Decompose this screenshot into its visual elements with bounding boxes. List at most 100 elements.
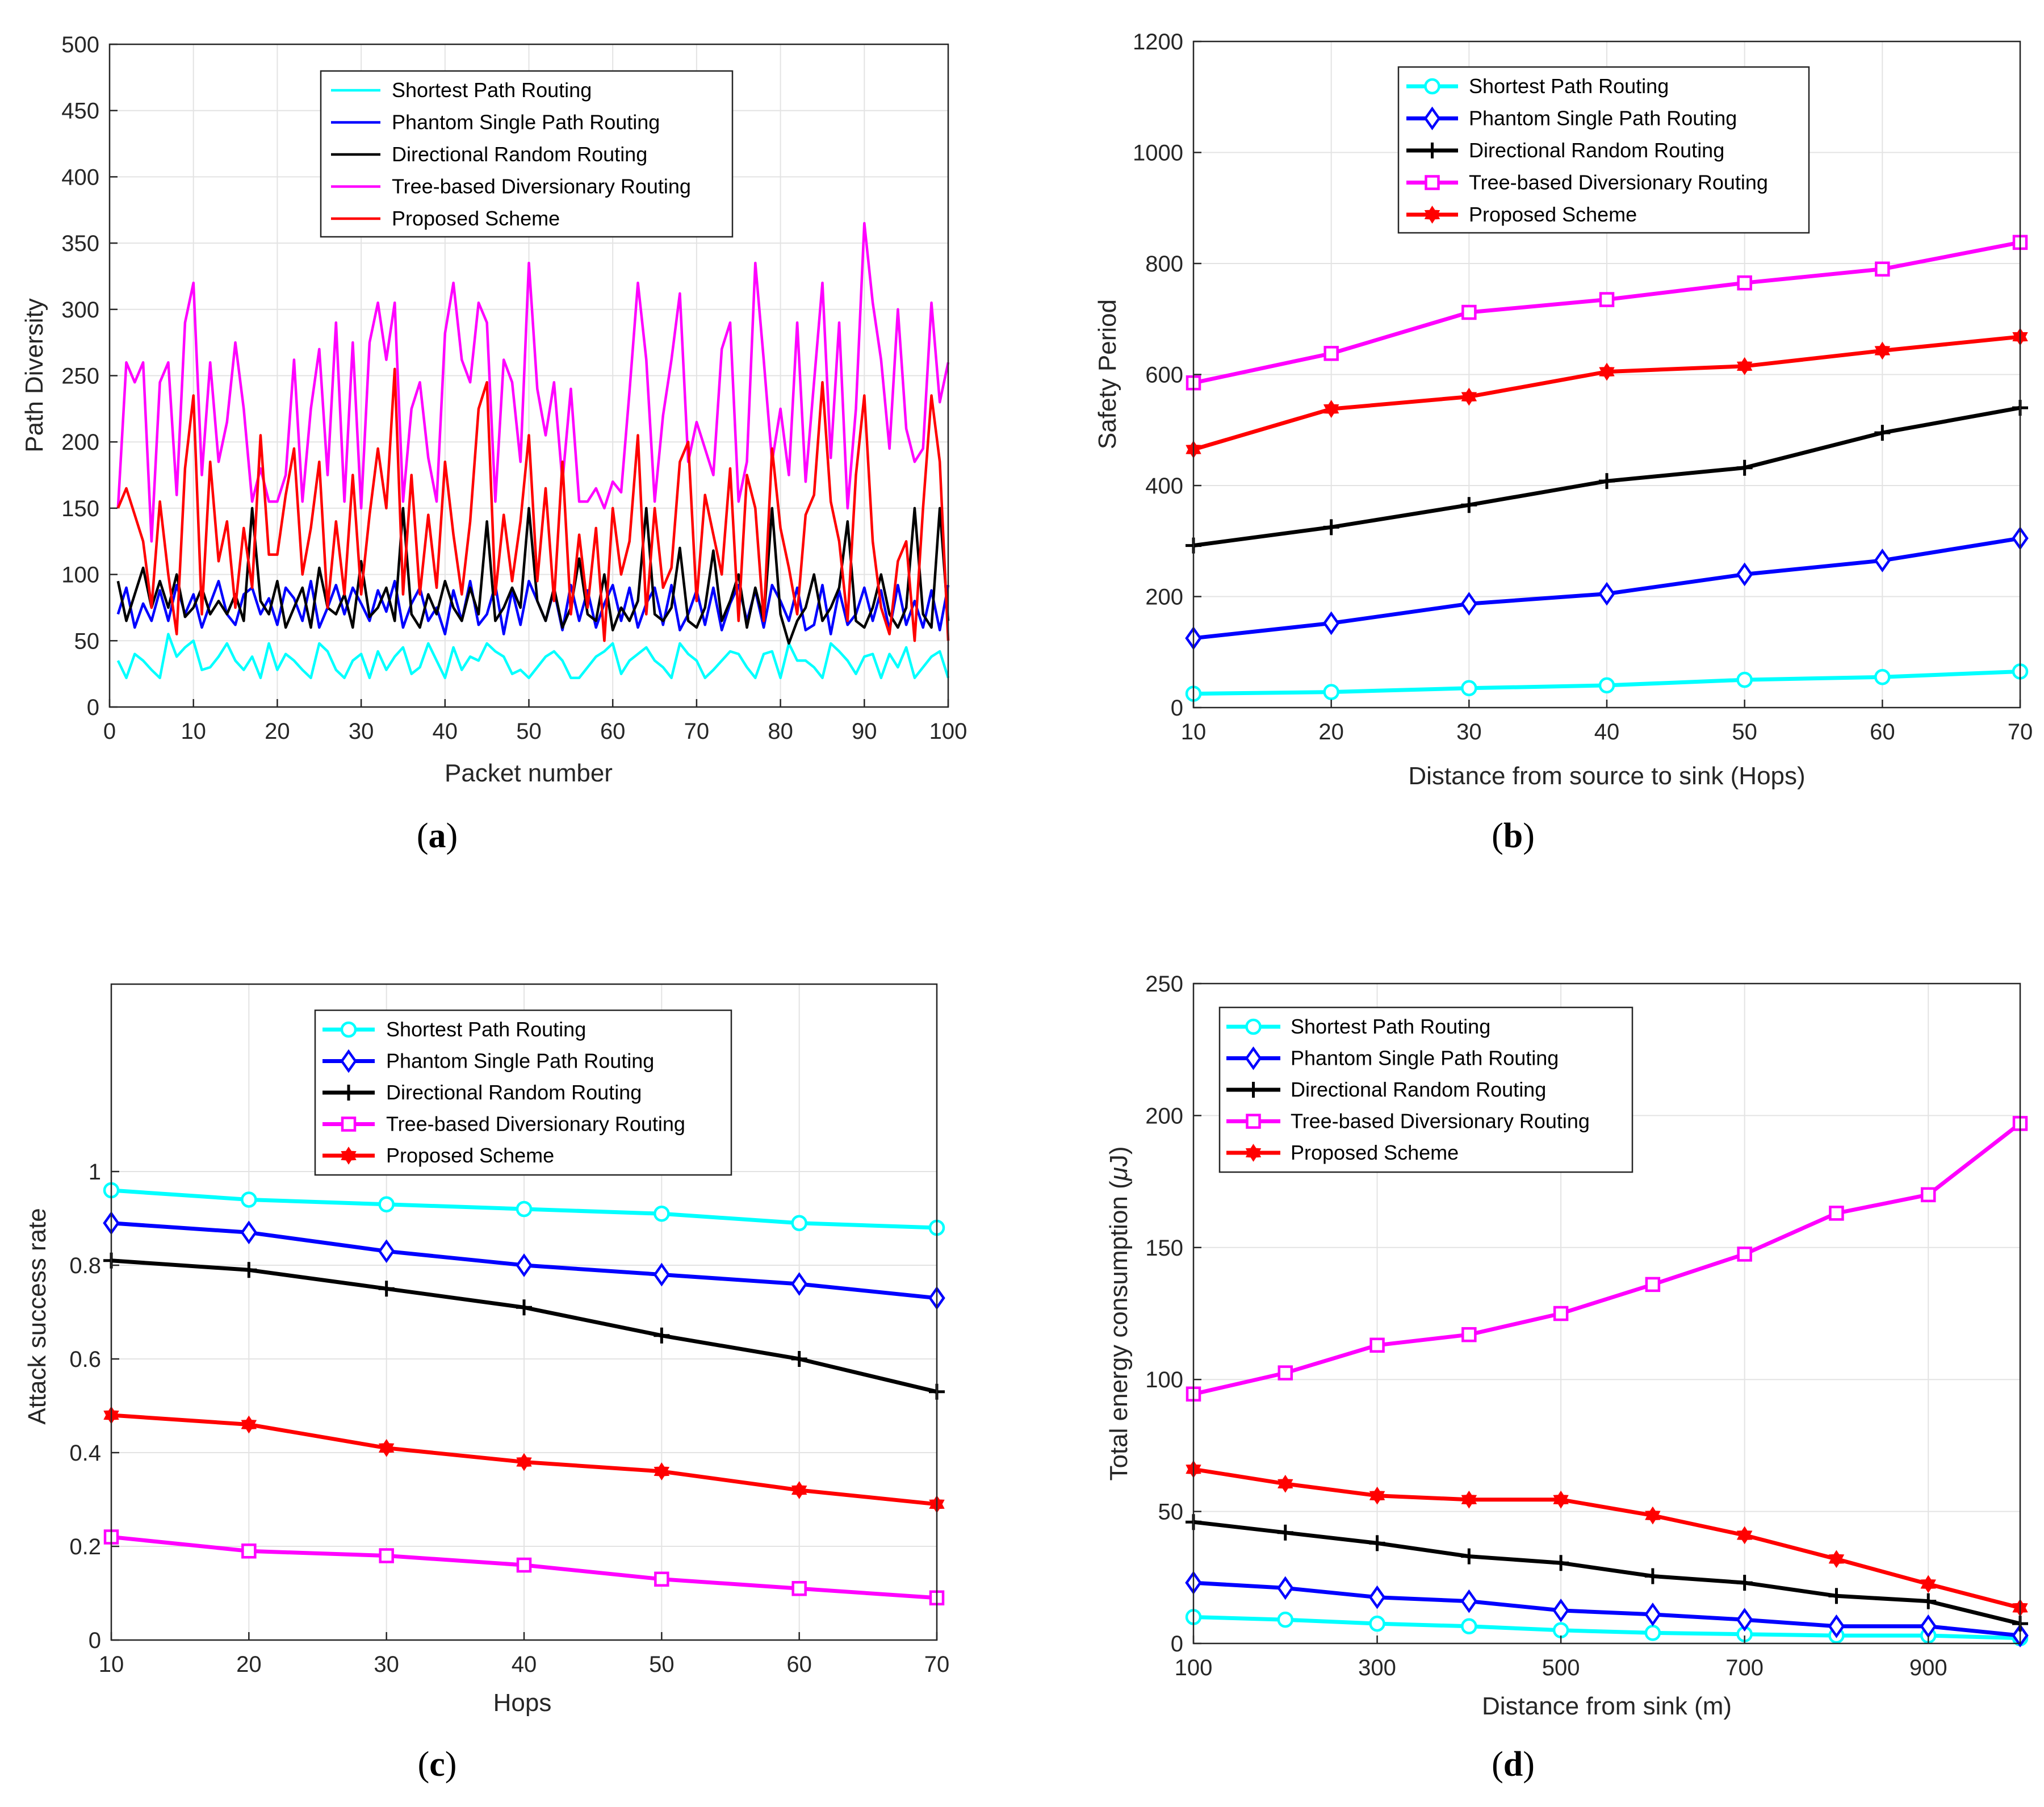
panel-c-ytick-label: 0.6: [69, 1347, 101, 1372]
panel-b-legend-tree-marker: [1425, 175, 1440, 190]
panel-d-directional-point: [1461, 1548, 1477, 1565]
panel-b-proposed-point: [1874, 341, 1891, 360]
panel-c-shortest-point: [516, 1201, 533, 1218]
panel-c-xtick-label: 60: [786, 1652, 812, 1677]
panel-d-caption-letter: d: [1503, 1745, 1523, 1784]
panel-d-legend-items: Shortest Path Routing Phantom Single Path…: [1226, 1015, 1590, 1164]
panel-a-ylabel: Path Diversity: [20, 298, 48, 452]
panel-d-ytick-label: 0: [1171, 1632, 1183, 1657]
panel-d-legend-phantom-marker: [1245, 1046, 1262, 1070]
panel-c-tree-point: [791, 1581, 807, 1596]
panel-d-xtick-label: 700: [1725, 1655, 1764, 1680]
panel-a-ytick-label: 0: [87, 695, 99, 720]
panel-b-legend-shortest-marker: [1424, 78, 1440, 95]
panel-a-legend-directional-label: Directional Random Routing: [392, 143, 647, 166]
panel-a-ytick-label: 400: [61, 165, 99, 190]
panel-d-ytick-label: 100: [1145, 1367, 1183, 1392]
panel-d-tree-point: [1369, 1337, 1385, 1353]
panel-c-proposed-point: [516, 1453, 532, 1471]
panel-a-legend-tree-label: Tree-based Diversionary Routing: [392, 175, 691, 198]
panel-d-xtick-label: 900: [1909, 1655, 1947, 1680]
panel-c-phantom-point: [653, 1262, 671, 1287]
panel-c-xtick-label: 70: [924, 1652, 950, 1677]
panel-a-xtick-label: 60: [600, 719, 626, 744]
panel-a-xtick-label: 40: [433, 719, 458, 744]
panel-c-legend: Shortest Path Routing Phantom Single Path…: [314, 1009, 732, 1176]
panel-a-xtick-label: 10: [181, 719, 206, 744]
panel-d-ytick-label: 50: [1158, 1500, 1184, 1525]
panel-c-proposed-point: [791, 1481, 807, 1499]
panel-a-xtick-label: 80: [768, 719, 793, 744]
panel-c-caption-letter: c: [429, 1745, 445, 1784]
panel-b-directional-point: [1461, 497, 1477, 513]
panel-c-ytick-label: 0: [89, 1628, 101, 1653]
panel-a-caption: (a): [417, 817, 458, 855]
panel-c-xtick-label: 40: [512, 1652, 537, 1677]
panel-b-tree-point: [1599, 292, 1615, 307]
panel-b-shortest-point: [1323, 684, 1339, 700]
panel-d-legend: Shortest Path Routing Phantom Single Path…: [1218, 1006, 1633, 1173]
panel-d-phantom-point: [1644, 1602, 1661, 1626]
panel-b-ylabel: Safety Period: [1094, 299, 1121, 449]
panel-a-xtick-label: 0: [103, 719, 116, 744]
panel-d-phantom-point: [1368, 1585, 1386, 1609]
panel-a-ticks: 0 10 20 30 40 50 60 70 80 90 100 0 50 100 150 200 250 300…: [61, 32, 967, 744]
panel-b-ytick-label: 1200: [1133, 30, 1183, 55]
panel-b-shortest-point: [1461, 680, 1477, 697]
panel-d-ytick-label: 150: [1145, 1236, 1183, 1261]
panel-d-phantom-point: [1460, 1589, 1478, 1613]
panel-b-legend-tree-label: Tree-based Diversionary Routing: [1469, 171, 1768, 194]
panel-b-phantom-point: [1874, 549, 1891, 572]
panel-d-directional-point: [1644, 1568, 1661, 1584]
panel-d-phantom-point: [1277, 1576, 1294, 1600]
panel-c-proposed-point: [654, 1462, 670, 1480]
panel-b-legend-phantom-label: Phantom Single Path Routing: [1469, 107, 1737, 130]
panel-c-tree-point: [379, 1548, 394, 1563]
panel-d-tree-point: [1278, 1365, 1293, 1381]
panel-a-xtick-label: 20: [265, 719, 290, 744]
panel-d-tree-point: [1737, 1247, 1752, 1262]
panel-a-ytick-label: 200: [61, 430, 99, 455]
panel-c-xtick-label: 30: [374, 1652, 399, 1677]
panel-b-ytick-label: 200: [1145, 585, 1183, 610]
panel-c-legend-directional-label: Directional Random Routing: [386, 1081, 642, 1104]
panel-c-legend-phantom-marker: [340, 1049, 357, 1073]
panel-b-phantom-point: [1598, 582, 1615, 606]
panel-c-directional-point: [654, 1327, 670, 1344]
panel-c-legend-tree-marker: [341, 1116, 357, 1132]
panel-a-shortest-line: [116, 633, 950, 679]
panel-a-legend-shortest-label: Shortest Path Routing: [392, 78, 592, 102]
panel-d-proposed-point: [1920, 1575, 1936, 1593]
panel-d-proposed-point: [1828, 1550, 1845, 1568]
panel-c-directional-point: [378, 1281, 395, 1297]
panel-c-legend-proposed-marker: [341, 1147, 357, 1165]
panel-d-phantom-point: [1828, 1614, 1845, 1638]
panel-a-ytick-label: 50: [74, 629, 100, 654]
panel-d-directional-line: [1193, 1520, 2021, 1626]
panel-d-shortest-point: [1644, 1625, 1661, 1641]
panel-d-series: [1185, 1116, 2029, 1647]
panel-a-ytick-label: 300: [61, 298, 99, 323]
panel-a: 0 10 20 30 40 50 60 70 80 90 100 0 50 100 150 200 250 300…: [20, 32, 967, 855]
panel-b-phantom-point: [1736, 562, 1753, 587]
panel-d-proposed-point: [1369, 1486, 1385, 1505]
panel-b-xtick-label: 60: [1870, 720, 1895, 744]
panel-d-ytick-label: 250: [1145, 972, 1183, 997]
panel-d-directional-point: [1736, 1575, 1753, 1591]
panel-d-shortest-point: [1461, 1618, 1477, 1635]
panel-a-legend-phantom-label: Phantom Single Path Routing: [392, 111, 660, 134]
panel-d-xtick-label: 500: [1542, 1655, 1580, 1680]
panel-c-tree-point: [241, 1544, 257, 1559]
panel-a-xtick-label: 50: [516, 719, 542, 744]
panel-a-legend: Shortest Path Routing Phantom Single Path…: [320, 70, 734, 238]
panel-b-legend-phantom-marker: [1423, 106, 1441, 131]
panel-b-tree-point: [1875, 261, 1890, 277]
panel-a-legend-items: Shortest Path Routing Phantom Single Path…: [331, 78, 691, 230]
panel-c-legend-proposed-label: Proposed Scheme: [386, 1144, 554, 1167]
panel-b-series: [1185, 235, 2029, 702]
panel-b-xtick-label: 50: [1732, 720, 1757, 744]
panel-b-xtick-label: 40: [1594, 720, 1620, 744]
panel-b-legend-box: [1397, 66, 1810, 234]
panel-d-xlabel: Distance from sink (m): [1482, 1692, 1732, 1720]
